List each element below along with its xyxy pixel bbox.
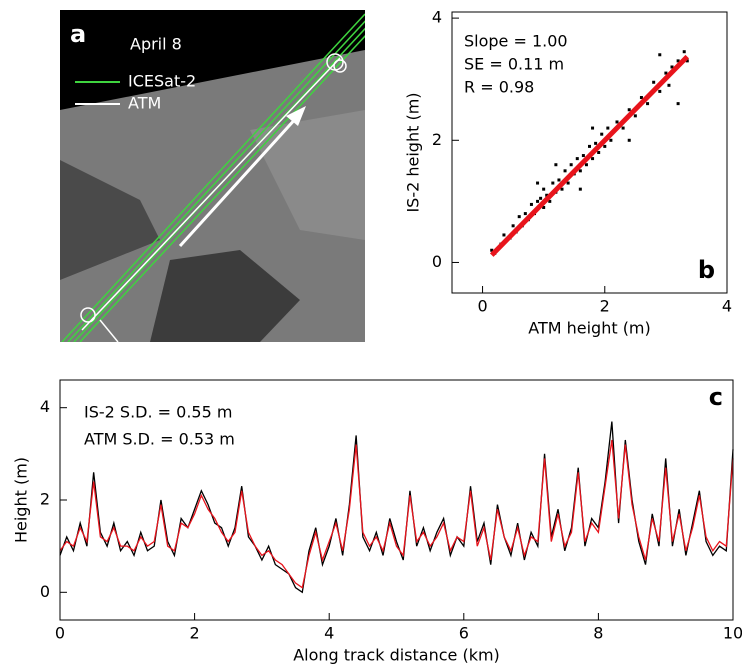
point	[658, 53, 662, 57]
point	[664, 71, 668, 75]
point	[536, 181, 540, 185]
point	[536, 199, 540, 203]
point	[676, 59, 680, 63]
plot-frame	[451, 11, 728, 294]
point	[639, 96, 643, 100]
y-tick-label: 0	[40, 582, 50, 601]
point	[575, 157, 579, 161]
point	[676, 102, 680, 106]
point	[529, 202, 533, 206]
point	[627, 108, 631, 112]
point	[594, 141, 598, 145]
annotation: IS-2 S.D. = 0.55 m	[84, 403, 232, 422]
point	[600, 132, 604, 136]
point	[603, 144, 607, 148]
annotation: ATM S.D. = 0.53 m	[84, 430, 235, 449]
point	[542, 187, 546, 191]
point	[566, 181, 570, 185]
point	[490, 248, 494, 252]
x-tick-label: 6	[459, 624, 469, 643]
point	[584, 163, 588, 167]
x-tick-label: 2	[600, 297, 610, 316]
x-tick-label: 10	[723, 624, 742, 643]
panel-label: a	[70, 20, 86, 48]
point	[548, 199, 552, 203]
point	[670, 65, 674, 69]
y-axis-label: Height (m)	[12, 457, 31, 543]
point	[658, 89, 662, 93]
point	[502, 233, 506, 237]
y-tick-label: 0	[432, 252, 442, 271]
point	[597, 151, 601, 154]
point	[633, 114, 637, 118]
annotation: Slope = 1.00	[464, 32, 568, 51]
annotation: R = 0.98	[464, 78, 534, 97]
point	[615, 120, 619, 124]
point	[545, 193, 549, 197]
point	[685, 59, 689, 63]
point	[621, 126, 625, 130]
point	[539, 196, 543, 200]
x-tick-label: 0	[477, 297, 487, 316]
point	[591, 157, 595, 161]
annotation: SE = 0.11 m	[464, 55, 564, 74]
x-tick-label: 4	[722, 297, 732, 316]
point	[569, 163, 573, 167]
point	[627, 138, 631, 142]
point	[606, 126, 610, 130]
y-axis-label: IS-2 height (m)	[404, 92, 423, 212]
legend-label: ATM	[128, 94, 161, 113]
point	[682, 50, 686, 54]
point	[560, 187, 564, 191]
point	[667, 83, 671, 87]
point	[511, 224, 515, 228]
y-tick-label: 4	[40, 397, 50, 416]
point	[581, 154, 585, 158]
image-date: April 8	[130, 35, 182, 54]
point	[588, 144, 591, 148]
point	[591, 126, 595, 130]
x-tick-label: 0	[55, 624, 65, 643]
point	[523, 212, 527, 216]
legend-label: ICESat-2	[128, 72, 196, 91]
point	[646, 102, 650, 106]
series-line	[59, 439, 734, 589]
x-axis-label: ATM height (m)	[528, 319, 651, 338]
point	[517, 215, 521, 219]
point	[578, 169, 582, 173]
panel-label: b	[698, 256, 715, 284]
y-tick-label: 2	[432, 130, 442, 149]
point	[563, 169, 567, 173]
point	[652, 80, 656, 84]
x-tick-label: 4	[324, 624, 334, 643]
point	[551, 181, 555, 185]
x-tick-label: 8	[593, 624, 603, 643]
point	[557, 178, 561, 182]
y-tick-label: 2	[40, 490, 50, 509]
point	[554, 163, 558, 167]
plot-frame	[59, 379, 734, 621]
panel-label: c	[709, 383, 723, 411]
satellite-image	[60, 10, 365, 342]
y-tick-label: 4	[432, 8, 442, 27]
x-axis-label: Along track distance (km)	[293, 646, 500, 665]
point	[609, 138, 613, 142]
point	[542, 205, 546, 209]
x-tick-label: 2	[190, 624, 200, 643]
point	[578, 187, 582, 191]
fit-line	[489, 54, 690, 257]
